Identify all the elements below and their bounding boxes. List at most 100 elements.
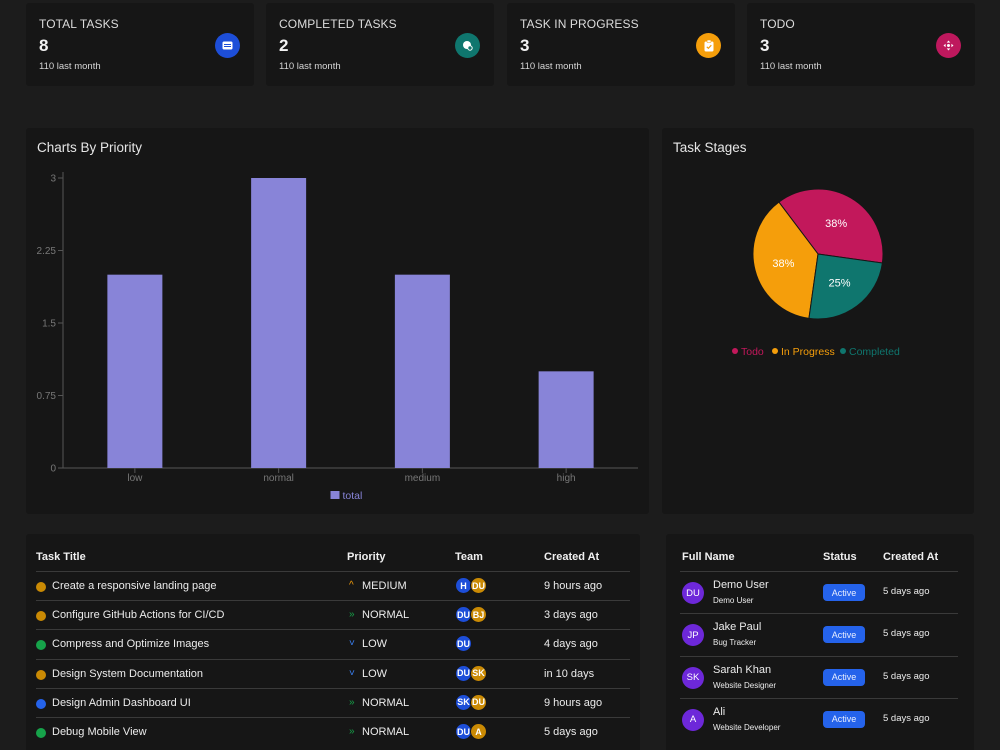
- priority-icon: »: [349, 696, 355, 708]
- stat-subtext: 110 last month: [39, 61, 101, 72]
- legend-swatch-total: [330, 491, 340, 499]
- priority-chart-title: Charts By Priority: [37, 140, 143, 155]
- stage-dot: [36, 698, 46, 709]
- bar-medium[interactable]: [394, 274, 450, 468]
- stage-dot: [36, 582, 46, 592]
- status-badge: Active: [823, 668, 865, 686]
- avatar: SK: [682, 666, 704, 689]
- stage-dot: [36, 640, 46, 651]
- y-tick-label: 3: [50, 174, 56, 185]
- bar-high[interactable]: [538, 371, 594, 468]
- team-member-avatar[interactable]: DU: [455, 723, 472, 740]
- task-table: Task Title Priority Team Created At Crea…: [26, 534, 640, 750]
- legend-label[interactable]: Todo: [741, 346, 764, 358]
- stat-subtext: 110 last month: [760, 61, 822, 72]
- pie-slice-completed[interactable]: [808, 253, 883, 320]
- avatar: JP: [682, 624, 704, 647]
- user-role: Website Developer: [713, 722, 781, 732]
- task-created-at: in 10 days: [544, 667, 595, 680]
- team-member-avatar[interactable]: BJ: [470, 606, 487, 624]
- user-role: Demo User: [713, 596, 754, 605]
- table-row[interactable]: Compress and Optimize Images ˅ LOW DU 4 days…: [36, 629, 630, 658]
- y-tick-label: 1.5: [42, 319, 56, 330]
- stat-subtext: 110 last month: [279, 61, 341, 72]
- legend-label[interactable]: Completed: [849, 346, 900, 358]
- pie-slice-label: 38%: [772, 258, 794, 270]
- stat-value: 2: [279, 36, 289, 55]
- y-tick-label: 2.25: [37, 246, 57, 257]
- avatar: DU: [682, 582, 704, 604]
- stat-subtext: 110 last month: [520, 61, 582, 72]
- pie-slice-todo[interactable]: [778, 188, 884, 264]
- table-row[interactable]: DU Demo User Demo User Active 5 days ago: [680, 571, 958, 613]
- stage-dot: [36, 669, 46, 680]
- pie-slice-label: 38%: [825, 218, 847, 230]
- team-member-avatar[interactable]: A: [470, 723, 487, 740]
- task-title: Compress and Optimize Images: [52, 638, 210, 651]
- stat-value: 8: [39, 36, 49, 55]
- legend-label-total[interactable]: total: [343, 490, 363, 502]
- table-row[interactable]: SK Sarah Khan Website Designer Active 5 days…: [680, 655, 958, 698]
- team-member-avatar[interactable]: DU: [455, 635, 472, 653]
- table-row[interactable]: Create a responsive landing page ^ MEDIUM H…: [36, 571, 630, 600]
- task-title: Design System Documentation: [52, 667, 204, 680]
- table-row[interactable]: A Ali Website Developer Active 5 days ago: [680, 697, 958, 740]
- pie-slice-in-progress[interactable]: [752, 201, 819, 319]
- header-created-at: Created At: [544, 551, 600, 563]
- bar-low[interactable]: [107, 274, 163, 468]
- stat-card-completed-tasks: COMPLETED TASKS 2 110 last month: [266, 3, 494, 86]
- stat-card-total-tasks: TOTAL TASKS 8 110 last month: [26, 3, 254, 86]
- task-title: Create a responsive landing page: [52, 580, 217, 592]
- stat-title: TODO: [760, 17, 795, 31]
- task-created-at: 3 days ago: [544, 609, 598, 622]
- stat-value: 3: [520, 36, 530, 55]
- user-created-at: 5 days ago: [883, 586, 930, 597]
- user-created-at: 5 days ago: [883, 628, 930, 640]
- bar-normal[interactable]: [251, 178, 307, 468]
- task-stages-title: Task Stages: [673, 140, 747, 155]
- priority-icon: ^: [349, 580, 354, 591]
- note-icon: [215, 33, 240, 58]
- team-member-avatar[interactable]: DU: [455, 664, 472, 682]
- y-tick-label: 0: [50, 464, 56, 475]
- task-title: Design Admin Dashboard UI: [52, 696, 191, 709]
- team-member-avatar[interactable]: SK: [470, 664, 487, 682]
- table-row[interactable]: JP Jake Paul Bug Tracker Active 5 days ago: [680, 613, 958, 655]
- stat-title: TASK IN PROGRESS: [520, 17, 639, 31]
- task-created-at: 4 days ago: [544, 638, 598, 651]
- x-tick-label: normal: [263, 473, 294, 484]
- header-created-at: Created At: [883, 551, 939, 563]
- task-priority: MEDIUM: [362, 580, 407, 592]
- legend-label[interactable]: In Progress: [781, 346, 835, 358]
- admin-icon: [455, 33, 480, 58]
- user-created-at: 5 days ago: [883, 712, 930, 724]
- header-team: Team: [455, 551, 483, 563]
- priority-icon: ˅: [349, 638, 355, 650]
- table-row[interactable]: Design System Documentation ˅ LOW DU SK in 10…: [36, 658, 630, 688]
- task-priority: LOW: [362, 638, 388, 651]
- user-role: Bug Tracker: [713, 638, 757, 648]
- stat-card-task-in-progress: TASK IN PROGRESS 3 110 last month: [507, 3, 735, 86]
- user-created-at: 5 days ago: [883, 670, 930, 682]
- clipboard-icon: [696, 33, 721, 58]
- user-name: Sarah Khan: [713, 663, 772, 676]
- team-member-avatar[interactable]: DU: [470, 577, 487, 594]
- stat-value: 3: [760, 36, 770, 55]
- legend-dot: [732, 348, 738, 354]
- avatar: A: [682, 708, 704, 731]
- task-title: Debug Mobile View: [52, 726, 147, 738]
- priority-icon: »: [349, 726, 355, 737]
- priority-bar-chart: 0 0.75 1.5 2.25 3 low normal medium high total: [37, 172, 638, 502]
- task-created-at: 9 hours ago: [544, 580, 603, 592]
- status-badge: Active: [823, 626, 865, 644]
- team-member-avatar[interactable]: DU: [470, 693, 487, 711]
- header-status: Status: [823, 551, 857, 563]
- team-member-avatar[interactable]: SK: [455, 693, 472, 711]
- stat-card-todo: TODO 3 110 last month: [747, 3, 975, 86]
- table-row[interactable]: Configure GitHub Actions for CI/CD » NORMA…: [36, 600, 630, 629]
- table-row[interactable]: Debug Mobile View » NORMAL DU A 5 days ago: [36, 717, 630, 746]
- table-row[interactable]: Design Admin Dashboard UI » NORMAL SK DU 9 ho…: [36, 687, 630, 717]
- x-tick-label: medium: [405, 473, 441, 484]
- task-priority: NORMAL: [362, 726, 410, 738]
- x-tick-label: high: [557, 473, 576, 484]
